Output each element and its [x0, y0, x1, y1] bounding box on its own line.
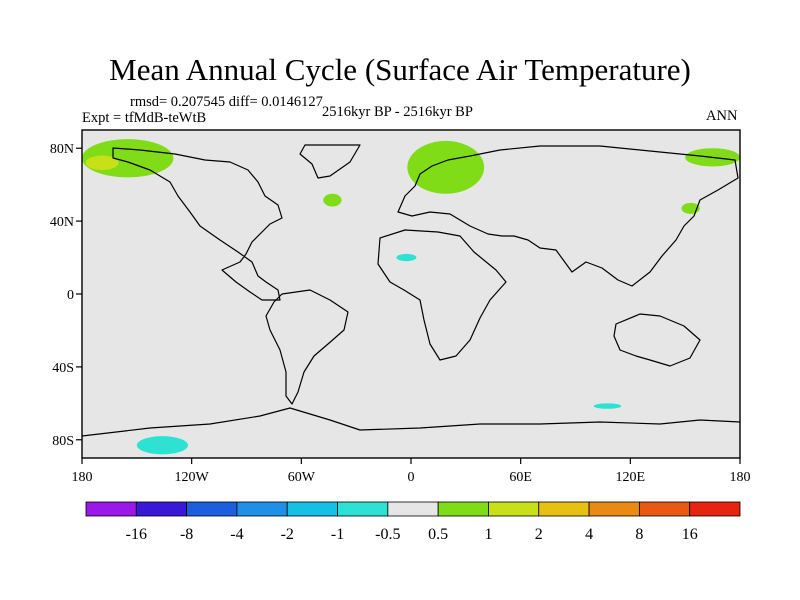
- colorbar-label: -1: [331, 526, 344, 543]
- x-tick-label: 120E: [616, 470, 646, 485]
- y-tick-label: 80S: [52, 434, 74, 449]
- anomaly-region-southern-ocean-indian: [593, 403, 622, 409]
- x-tick-label: 0: [408, 470, 415, 485]
- colorbar-box: [488, 501, 540, 517]
- colorbar-label: -16: [126, 526, 147, 543]
- colorbar-label: 2: [535, 526, 543, 543]
- x-tick-label: 60E: [509, 470, 532, 485]
- map-axes: 180 120W 60W 0 60E 120E 180 80N 40N 0 40S 80S: [50, 142, 751, 485]
- colorbar-label: -4: [230, 526, 243, 543]
- colorbar-box: [387, 501, 439, 517]
- coastline-australia: [613, 313, 701, 367]
- colorbar-label: 4: [585, 526, 593, 543]
- colorbar-box: [538, 501, 590, 517]
- colorbar-label: 16: [682, 526, 698, 543]
- coastline-eurasia: [397, 145, 739, 287]
- colorbar-label: -8: [180, 526, 193, 543]
- anomaly-layer: [82, 139, 740, 455]
- anomaly-region-southern-ocean-south-pacific: [136, 436, 189, 455]
- colorbar-box: [638, 501, 691, 517]
- coastline-antarctica: [81, 407, 741, 437]
- chart-title: Mean Annual Cycle (Surface Air Temperatu…: [109, 52, 691, 87]
- x-tick-label: 120W: [175, 470, 210, 485]
- colorbar-box: [689, 501, 741, 517]
- coastline-greenland: [299, 144, 361, 179]
- x-tick-label: 60W: [288, 470, 316, 485]
- colorbar-box: [236, 501, 288, 517]
- coastline-north-america: [112, 147, 283, 301]
- y-tick-label: 80N: [50, 142, 74, 157]
- anomaly-region-barents-sea: [407, 140, 485, 194]
- y-tick-label: 40S: [52, 361, 74, 376]
- colorbar-label: -2: [281, 526, 294, 543]
- x-tick-label: 180: [72, 470, 93, 485]
- x-tick-label: 180: [730, 470, 751, 485]
- colorbar-label: 1: [484, 526, 492, 543]
- colorbar-box: [286, 501, 338, 517]
- colorbar-box: [186, 501, 238, 517]
- coastlines: [81, 144, 741, 437]
- colorbar-label: 0.5: [428, 526, 448, 543]
- experiment-label: Expt = tfMdB-teWtB: [82, 110, 207, 126]
- y-tick-label: 0: [67, 288, 74, 303]
- colorbar-box: [437, 501, 489, 517]
- y-tick-label: 40N: [50, 215, 74, 230]
- colorbar-box: [135, 501, 188, 517]
- period-label: 2516kyr BP - 2516kyr BP: [322, 104, 473, 120]
- anomaly-region-siberia-beringia: [85, 155, 119, 171]
- rmsd-diff-text: rmsd= 0.207545 diff= 0.0146127: [130, 94, 323, 110]
- season-label: ANN: [706, 108, 738, 124]
- colorbar-label: 8: [635, 526, 643, 543]
- colorbar-box: [337, 501, 389, 517]
- colorbar-box: [588, 501, 640, 517]
- anomaly-region-sahara-patch: [396, 253, 417, 262]
- coastline-south-america: [265, 289, 349, 405]
- colorbar-box: [85, 501, 137, 517]
- coastline-africa: [377, 229, 507, 361]
- colorbar: -16 -8 -4 -2 -1 -0.5 0.5 1 2 4 8 16: [85, 501, 741, 543]
- anomaly-region-north-atlantic-patch: [323, 193, 342, 207]
- colorbar-label: -0.5: [375, 526, 400, 543]
